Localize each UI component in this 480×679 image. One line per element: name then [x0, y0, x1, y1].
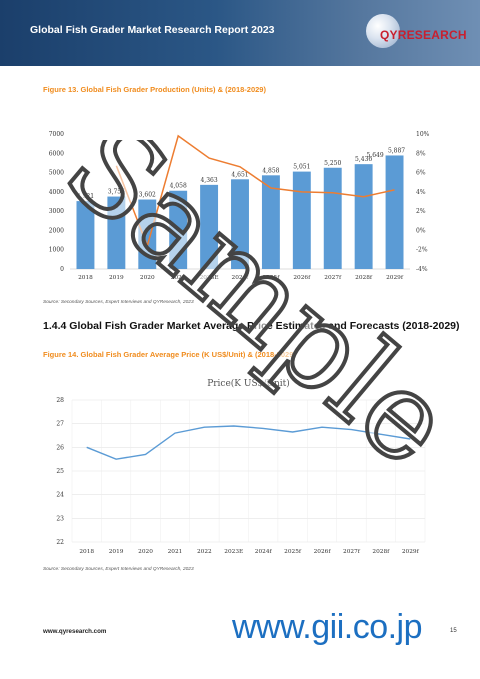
y-tick: 26: [56, 444, 64, 451]
data-label: 4,363: [200, 177, 217, 184]
bar: [385, 155, 404, 269]
y-tick: 25: [56, 468, 64, 475]
bar: [354, 164, 373, 269]
growth-line: [115, 134, 395, 249]
data-label: 5,887: [388, 147, 405, 154]
data-label: 5,436: [355, 156, 372, 163]
y-tick-right: -2%: [416, 247, 428, 254]
bar: [323, 167, 342, 269]
data-label: 3,521: [77, 193, 94, 200]
bar: [76, 201, 95, 269]
data-label: 3,602: [139, 192, 156, 199]
bar: [169, 190, 188, 269]
x-tick-label: 2029f: [402, 549, 420, 555]
y-tick-left: 4000: [49, 189, 64, 196]
x-tick-label: 2029f: [386, 275, 404, 281]
x-tick-label: 2027f: [324, 275, 342, 281]
x-tick-label: 2027f: [343, 549, 361, 555]
y-tick-right: 0%: [416, 227, 426, 234]
report-title: Global Fish Grader Market Research Repor…: [30, 24, 275, 36]
production-chart: 0 1000 2000 3000 4000 5000 6000 7000 -4% -2% 0% 2% 4…: [49, 131, 430, 281]
data-label: 4,058: [170, 183, 187, 190]
x-tick-label: 2021: [168, 549, 183, 555]
y-tick-right: -4%: [416, 266, 428, 273]
data-label: 5,250: [324, 160, 341, 167]
price-line: [86, 425, 411, 460]
y-tick-left: 0: [60, 266, 64, 273]
y-tick-left: 2000: [49, 227, 64, 234]
x-tick-label: 2025f: [284, 549, 302, 555]
x-tick-label: 2022: [197, 549, 212, 555]
y-tick-left: 3000: [49, 208, 64, 215]
footer-url: www.qyresearch.com: [43, 628, 107, 635]
gii-link[interactable]: www.gii.co.jp: [232, 608, 423, 646]
y-tick-right: 4%: [416, 189, 426, 196]
data-label: 4,858: [262, 167, 279, 174]
y-tick-left: 7000: [49, 131, 64, 138]
x-tick-label: 2025f: [262, 275, 280, 281]
y-tick-right: 10%: [416, 131, 430, 138]
x-tick-label: 2018: [78, 275, 93, 281]
x-tick-label: 2024f: [232, 275, 250, 281]
x-tick-label: 2023E: [200, 275, 219, 281]
y-tick-right: 6%: [416, 170, 426, 177]
x-tick-label: 2019: [109, 275, 124, 281]
data-label: 5,051: [293, 164, 310, 171]
bar: [107, 196, 126, 269]
figure13-source: Source: Secondary Sources, Expert Interv…: [43, 300, 194, 305]
globe-icon: [366, 14, 400, 48]
qyresearch-logo: QYRESEARCH: [366, 14, 467, 50]
y-tick: 24: [56, 492, 64, 499]
x-tick-label: 2028f: [372, 549, 390, 555]
bar: [138, 199, 157, 269]
bar: [261, 175, 280, 269]
x-tick-label: 2026f: [314, 549, 332, 555]
data-label: 5,649: [366, 152, 383, 159]
y-tick: 27: [56, 421, 64, 428]
x-tick-label: 2018: [79, 549, 94, 555]
figure13-title: Figure 13. Global Fish Grader Production…: [43, 85, 266, 94]
data-label: 3,756: [108, 189, 125, 196]
y-tick-left: 5000: [49, 170, 64, 177]
bar: [292, 171, 311, 269]
y-tick: 23: [56, 515, 64, 522]
y-tick-right: 8%: [416, 150, 426, 157]
y-tick: 28: [56, 397, 64, 404]
y-tick-left: 6000: [49, 150, 64, 157]
y-tick-left: 1000: [49, 247, 64, 254]
report-header: Global Fish Grader Market Research Repor…: [0, 0, 480, 66]
x-tick-label: 2024f: [255, 549, 273, 555]
section-heading: 1.4.4 Global Fish Grader Market Average …: [43, 320, 460, 332]
x-tick-label: 2028f: [355, 275, 373, 281]
x-tick-label: 2020: [138, 549, 153, 555]
data-label: 4,651: [231, 171, 248, 178]
figure14-title: Figure 14. Global Fish Grader Average Pr…: [43, 350, 296, 359]
figure14-source: Source: Secondary Sources, Expert Interv…: [43, 567, 194, 572]
chart-title: Price(K US$/Unit): [207, 378, 290, 389]
y-tick: 22: [56, 539, 64, 546]
page-number: 15: [450, 628, 457, 634]
x-tick-label: 2026f: [293, 275, 311, 281]
x-tick-label: 2019: [109, 549, 124, 555]
logo-text: QYRESEARCH: [380, 28, 467, 42]
bar: [200, 184, 219, 269]
x-tick-label: 2022: [171, 275, 186, 281]
x-tick-label: 2023E: [224, 549, 243, 555]
x-tick-label: 2020: [140, 275, 155, 281]
y-tick-right: 2%: [416, 208, 426, 215]
bar: [231, 179, 249, 269]
price-chart: Price(K US$/Unit) 22 23 24 25 26 27 28 2018 2019 2…: [56, 378, 426, 555]
